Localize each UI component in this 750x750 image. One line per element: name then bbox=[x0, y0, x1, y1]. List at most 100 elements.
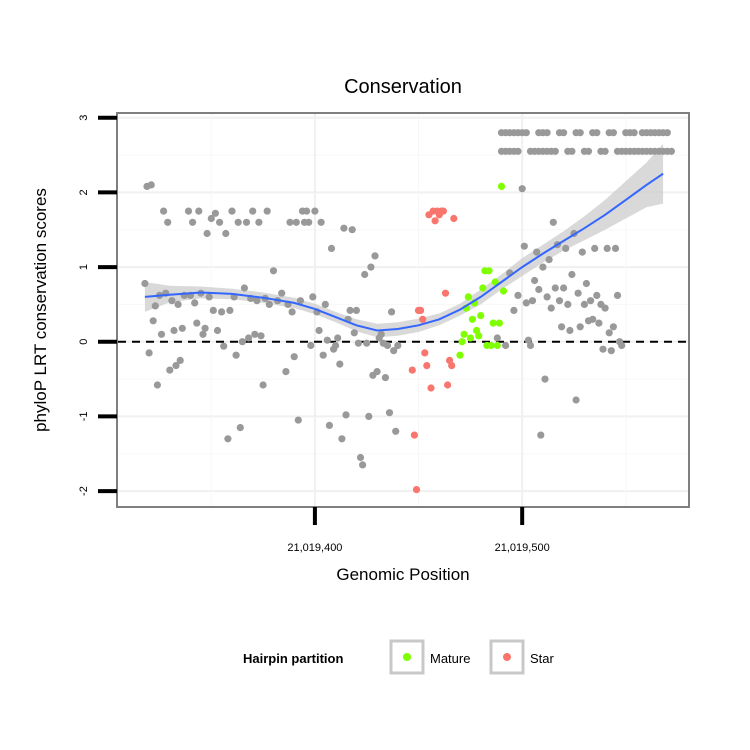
data-point bbox=[381, 374, 389, 382]
legend: Hairpin partition Mature Star bbox=[243, 639, 555, 675]
data-point bbox=[591, 244, 599, 252]
data-point bbox=[528, 297, 537, 305]
data-point bbox=[514, 291, 522, 299]
data-point bbox=[468, 315, 476, 323]
data-point bbox=[522, 129, 530, 137]
data-points bbox=[141, 129, 676, 494]
data-point bbox=[464, 293, 472, 301]
data-point bbox=[145, 349, 153, 357]
legend-title: Hairpin partition bbox=[243, 651, 343, 666]
data-point bbox=[350, 329, 358, 337]
data-point bbox=[327, 244, 336, 252]
data-point bbox=[319, 351, 327, 359]
data-point bbox=[257, 332, 265, 340]
data-point bbox=[359, 461, 367, 469]
y-tick-label: 1 bbox=[78, 264, 90, 270]
data-point bbox=[332, 341, 340, 350]
data-point bbox=[427, 384, 435, 392]
data-point bbox=[356, 453, 365, 462]
data-point bbox=[605, 329, 613, 337]
data-point bbox=[176, 356, 184, 364]
data-point bbox=[282, 368, 290, 376]
data-point bbox=[551, 147, 559, 155]
smooth-fit-line bbox=[144, 172, 664, 332]
data-point bbox=[518, 185, 526, 193]
data-point bbox=[213, 326, 222, 335]
data-point bbox=[199, 330, 207, 338]
data-point bbox=[166, 366, 174, 374]
data-point bbox=[458, 338, 466, 346]
data-point bbox=[560, 129, 568, 137]
data-point bbox=[572, 396, 580, 404]
data-point bbox=[220, 342, 228, 350]
data-point bbox=[667, 147, 676, 155]
data-point bbox=[184, 207, 193, 215]
data-point bbox=[545, 256, 553, 264]
data-point bbox=[450, 214, 458, 223]
data-point bbox=[582, 279, 591, 288]
data-point bbox=[151, 302, 159, 310]
data-point bbox=[441, 289, 450, 297]
data-point bbox=[444, 381, 452, 389]
chart-title: Conservation bbox=[344, 76, 462, 98]
data-point bbox=[303, 207, 311, 215]
data-point bbox=[410, 431, 418, 439]
data-point bbox=[172, 362, 180, 370]
data-point bbox=[514, 147, 522, 155]
data-point bbox=[286, 218, 294, 226]
y-tick-label: -1 bbox=[78, 412, 90, 422]
y-tick-label: 3 bbox=[78, 115, 90, 121]
data-point bbox=[234, 218, 242, 226]
data-point bbox=[323, 336, 331, 344]
data-point bbox=[363, 339, 371, 347]
x-axis-title: Genomic Position bbox=[336, 565, 469, 584]
data-point bbox=[531, 276, 539, 285]
data-point bbox=[584, 147, 593, 155]
data-point bbox=[195, 207, 203, 215]
data-point bbox=[493, 334, 501, 342]
x-tick-label: 21,019,500 bbox=[495, 542, 550, 554]
data-point bbox=[251, 330, 259, 338]
data-point bbox=[419, 315, 427, 323]
data-point bbox=[325, 421, 333, 429]
data-point bbox=[574, 289, 582, 297]
data-point bbox=[157, 330, 166, 338]
data-point bbox=[390, 347, 398, 355]
data-point bbox=[576, 323, 584, 331]
data-point bbox=[535, 285, 543, 294]
data-point bbox=[296, 297, 304, 305]
data-point bbox=[292, 218, 300, 226]
data-point bbox=[497, 182, 506, 190]
data-point bbox=[242, 218, 251, 226]
data-point bbox=[311, 207, 319, 215]
data-point bbox=[278, 289, 286, 297]
data-point bbox=[269, 267, 278, 275]
data-point bbox=[354, 339, 362, 347]
data-point bbox=[487, 341, 495, 350]
y-tick-label: 2 bbox=[78, 189, 90, 195]
data-point bbox=[385, 409, 394, 417]
data-point bbox=[475, 332, 483, 340]
data-point bbox=[205, 293, 213, 301]
data-point bbox=[607, 347, 615, 355]
data-point bbox=[207, 214, 215, 223]
x-axis-ticks: 21,019,400 21,019,500 bbox=[287, 507, 550, 554]
data-point bbox=[611, 244, 620, 252]
data-point bbox=[466, 334, 474, 342]
data-point bbox=[431, 217, 439, 225]
data-point bbox=[342, 411, 350, 419]
data-point bbox=[493, 341, 501, 350]
data-point bbox=[613, 291, 622, 299]
data-point bbox=[218, 308, 226, 316]
data-point bbox=[226, 306, 234, 314]
data-point bbox=[193, 319, 201, 327]
data-point bbox=[321, 300, 329, 308]
data-point bbox=[168, 297, 176, 305]
data-point bbox=[477, 312, 485, 320]
legend-swatch-star bbox=[503, 653, 511, 661]
data-point bbox=[240, 284, 248, 292]
data-point bbox=[543, 129, 551, 137]
data-point bbox=[537, 431, 545, 439]
data-point bbox=[346, 306, 354, 314]
data-point bbox=[211, 209, 219, 217]
